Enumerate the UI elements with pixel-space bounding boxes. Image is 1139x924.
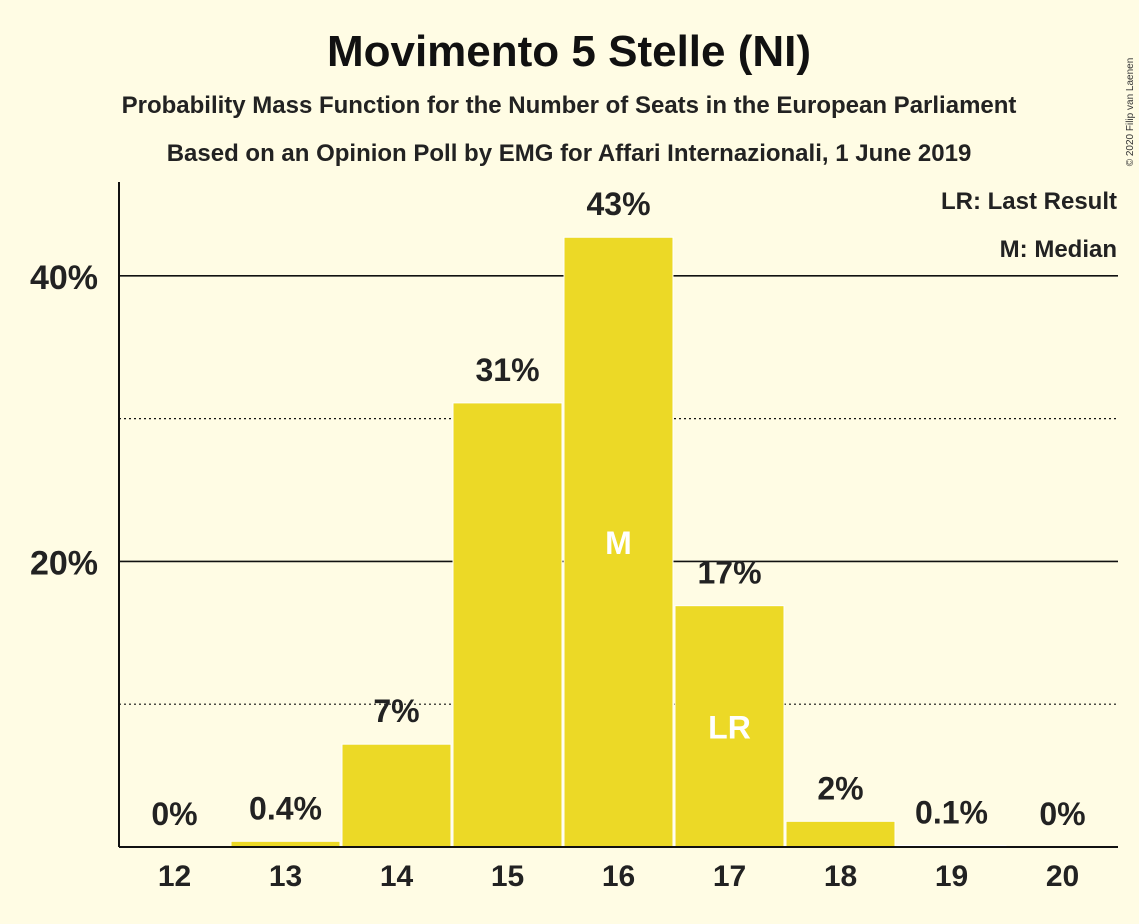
legend-entry-last-result: LR: Last Result <box>941 188 1117 215</box>
x-tick-label-18: 18 <box>824 860 857 893</box>
x-tick-label-12: 12 <box>158 860 191 893</box>
value-label-13: 0.4% <box>249 790 322 826</box>
marker-label-m: M <box>605 525 632 561</box>
bars <box>230 236 1007 848</box>
value-label-19: 0.1% <box>915 795 988 831</box>
y-axis: 20% 40% <box>30 182 120 847</box>
bar-14 <box>341 743 452 848</box>
x-tick-label-19: 19 <box>935 860 968 893</box>
x-tick-label-13: 13 <box>269 860 302 893</box>
x-tick-label-14: 14 <box>380 860 414 893</box>
value-label-17: 17% <box>697 555 761 591</box>
bar-15 <box>452 402 563 848</box>
chart-subtitle-source: Based on an Opinion Poll by EMG for Affa… <box>167 140 972 167</box>
x-tick-label-17: 17 <box>713 860 746 893</box>
y-tick-label-40: 40% <box>30 259 98 297</box>
x-axis: 12 13 14 15 16 17 18 19 20 <box>119 846 1118 893</box>
x-tick-label-16: 16 <box>602 860 635 893</box>
legend: LR: Last Result M: Median <box>941 188 1117 263</box>
data-labels: 0% 0.4% 7% 31% 43% 17% 2% 0.1% 0% M LR <box>151 186 1085 832</box>
x-tick-label-20: 20 <box>1046 860 1079 893</box>
chart-title: Movimento 5 Stelle (NI) <box>327 27 811 76</box>
marker-label-lr: LR <box>708 709 751 745</box>
bar-18 <box>785 820 896 848</box>
bar-16 <box>563 236 674 848</box>
copyright-note: © 2020 Filip van Laenen <box>1125 58 1136 167</box>
x-tick-label-15: 15 <box>491 860 524 893</box>
value-label-12: 0% <box>151 796 197 832</box>
chart-subtitle: Probability Mass Function for the Number… <box>122 92 1017 119</box>
legend-entry-median: M: Median <box>1000 236 1117 263</box>
value-label-16: 43% <box>586 186 650 222</box>
value-label-15: 31% <box>475 352 539 388</box>
y-tick-label-20: 20% <box>30 544 98 582</box>
value-label-18: 2% <box>817 770 863 806</box>
value-label-14: 7% <box>373 693 419 729</box>
value-label-20: 0% <box>1039 796 1085 832</box>
